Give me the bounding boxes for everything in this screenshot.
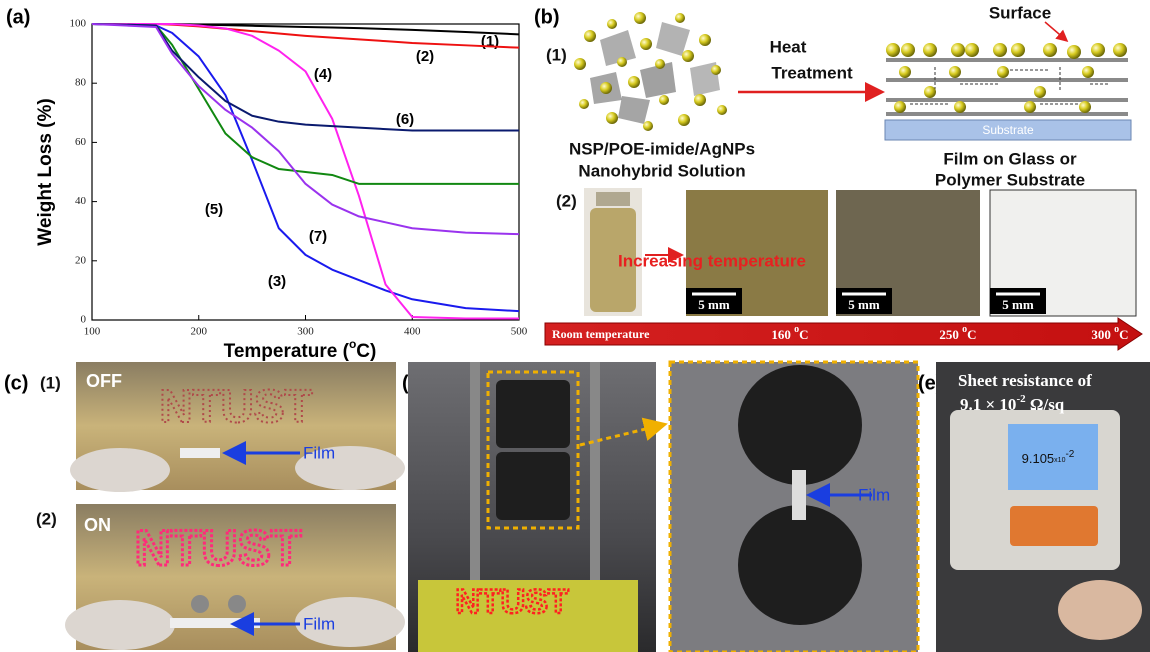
series-line <box>92 24 519 131</box>
state-label: ON <box>84 515 111 535</box>
arrow-text: Heat <box>770 37 807 56</box>
panel-b: (b) (1) Heat Treatment <box>534 3 1142 350</box>
panel-a: (a) Temperature (oC) Weight Loss (%) 100… <box>6 6 528 362</box>
y-tick-label: 40 <box>75 195 87 207</box>
series-label: (4) <box>314 66 332 83</box>
caption: Polymer Substrate <box>935 170 1085 189</box>
series-line <box>92 24 519 184</box>
scale-label: 5 mm <box>848 297 880 312</box>
temperature-label: 250 oC <box>939 324 976 342</box>
film-label: Film <box>303 614 335 633</box>
photo-text: Increasing temperature <box>618 251 806 270</box>
temperature-label: Room temperature <box>552 327 650 341</box>
led-sign: NTUST <box>159 380 312 432</box>
substrate-label: Substrate <box>982 123 1034 137</box>
step-label: (2) <box>556 191 577 210</box>
x-axis-label: Temperature (oC) <box>224 337 377 362</box>
scale-label: 5 mm <box>698 297 730 312</box>
film <box>180 448 220 458</box>
y-tick-label: 20 <box>75 254 87 266</box>
panel-d: (d) NTUST Film <box>402 362 918 652</box>
step-label: (1) <box>40 373 61 392</box>
temperature-label: 160 oC <box>771 324 808 342</box>
series-line <box>92 24 519 311</box>
hand <box>1058 580 1142 640</box>
series-line <box>92 24 519 234</box>
step-label: (1) <box>546 45 567 64</box>
caption: Sheet resistance of <box>958 371 1092 390</box>
x-tick-label: 300 <box>297 326 314 338</box>
hand <box>65 600 175 650</box>
led-sign: NTUST <box>135 520 302 576</box>
x-tick-label: 400 <box>404 326 421 338</box>
arrow-text: Treatment <box>771 63 853 82</box>
y-axis-label: Weight Loss (%) <box>35 98 56 245</box>
caption: NSP/POE-imide/AgNPs <box>569 139 755 158</box>
nanohybrid-cluster <box>574 12 727 131</box>
film-label: Film <box>858 485 890 504</box>
panel-label: (a) <box>6 6 30 28</box>
x-tick-label: 200 <box>191 326 208 338</box>
x-tick-label: 100 <box>84 326 101 338</box>
series-label: (7) <box>309 228 327 245</box>
y-tick-label: 60 <box>75 136 87 148</box>
panel-c: (c) (1) OFF NTUST Film (2) ON NTUST Film <box>4 362 405 650</box>
step-label: (2) <box>36 509 57 528</box>
caption: Nanohybrid Solution <box>578 161 745 180</box>
series-label: (5) <box>205 201 223 218</box>
panel-label: (b) <box>534 6 560 28</box>
led-sign: NTUST <box>455 583 569 621</box>
caption: Film on Glass or <box>943 149 1077 168</box>
x-tick-label: 500 <box>511 326 528 338</box>
scale-label: 5 mm <box>1002 297 1034 312</box>
caption: 9.1 × 10-2 Ω/sq <box>960 393 1065 414</box>
y-tick-label: 0 <box>81 314 87 326</box>
state-label: OFF <box>86 371 122 391</box>
figure: (a) Temperature (oC) Weight Loss (%) 100… <box>0 0 1150 652</box>
series-label: (2) <box>416 48 434 65</box>
y-tick-label: 100 <box>70 18 87 30</box>
y-tick-label: 80 <box>75 77 87 89</box>
film-label: Film <box>303 443 335 462</box>
hand <box>70 448 170 492</box>
surface-label: Surface <box>989 3 1051 22</box>
panel-label: (c) <box>4 372 28 394</box>
panel-e: (e) 9.105x10-2 Sheet resistance of 9.1 ×… <box>918 362 1150 652</box>
series-label: (6) <box>396 111 414 128</box>
series-label: (3) <box>268 273 286 290</box>
temperature-label: 300 oC <box>1091 324 1128 342</box>
